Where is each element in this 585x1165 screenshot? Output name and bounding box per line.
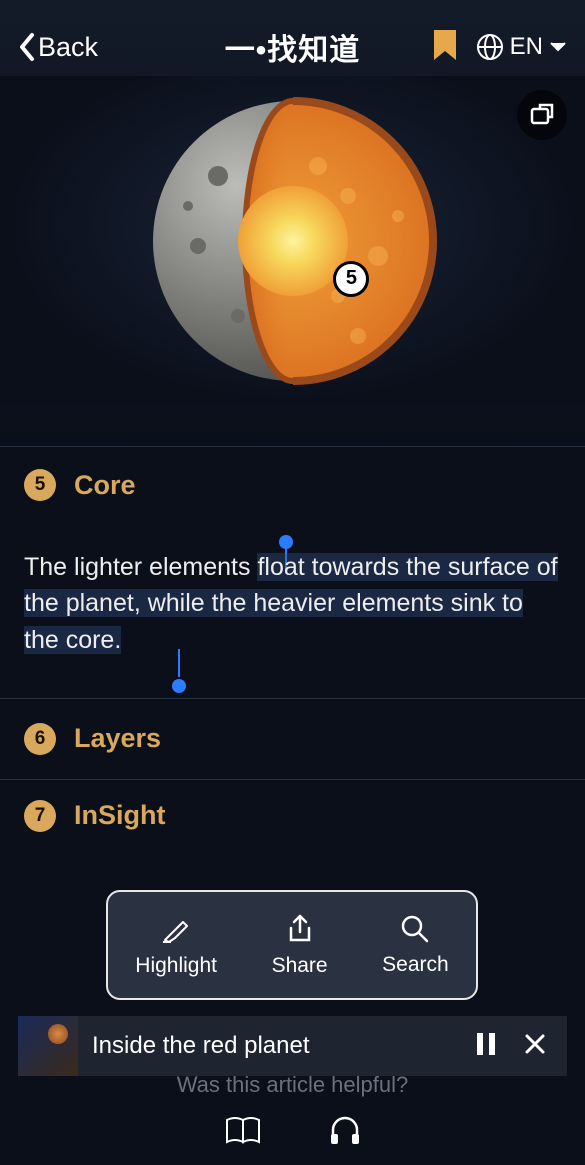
expand-icon: [529, 102, 555, 128]
book-icon: [223, 1114, 263, 1146]
read-mode-button[interactable]: [223, 1114, 263, 1151]
bookmark-icon: [432, 28, 458, 62]
header-actions: EN: [432, 28, 567, 67]
audio-thumbnail: [18, 1016, 78, 1076]
planet-cutaway-illustration: [148, 96, 438, 386]
popup-label: Search: [382, 953, 449, 977]
audio-player-bar[interactable]: Inside the red planet: [18, 1016, 567, 1076]
language-selector[interactable]: EN: [476, 33, 567, 61]
app-title: 一•找知道: [225, 25, 361, 69]
chevron-down-icon: [549, 41, 567, 53]
pause-icon: [475, 1031, 497, 1057]
body-text-pre: The lighter elements: [24, 553, 257, 581]
section-body-text[interactable]: The lighter elements float towards the s…: [24, 549, 561, 658]
section-header[interactable]: 5 Core: [24, 469, 561, 501]
globe-icon: [476, 33, 504, 61]
chevron-left-icon: [18, 32, 36, 62]
popup-label: Highlight: [135, 954, 217, 978]
hero-image: 5: [0, 76, 585, 406]
search-icon: [399, 913, 431, 945]
search-action[interactable]: Search: [382, 913, 449, 977]
selection-caret-end: [178, 649, 180, 677]
section-number-chip: 5: [24, 469, 56, 501]
share-icon: [285, 912, 315, 946]
popup-label: Share: [272, 954, 328, 978]
section-number-chip: 7: [24, 800, 56, 832]
section-header[interactable]: 6 Layers: [24, 723, 561, 755]
headphones-icon: [327, 1114, 363, 1146]
bookmark-button[interactable]: [432, 28, 458, 67]
highlighter-icon: [159, 912, 193, 946]
section-core: 5 Core The lighter elements float toward…: [0, 446, 585, 698]
section-header[interactable]: 7 InSight: [24, 800, 561, 832]
section-layers: 6 Layers: [0, 698, 585, 779]
expand-image-button[interactable]: [517, 90, 567, 140]
back-button[interactable]: Back: [18, 32, 98, 63]
audio-title: Inside the red planet: [92, 1032, 455, 1060]
section-title: Layers: [74, 723, 161, 754]
pause-button[interactable]: [469, 1025, 503, 1068]
back-label: Back: [38, 32, 98, 63]
text-selection-popup: Highlight Share Search: [106, 890, 478, 1000]
image-hotspot-5[interactable]: 5: [333, 261, 369, 297]
hotspot-number: 5: [346, 267, 357, 290]
language-label: EN: [510, 33, 543, 61]
close-audio-button[interactable]: [517, 1026, 553, 1067]
section-number-chip: 6: [24, 723, 56, 755]
selection-handle-end[interactable]: [172, 679, 186, 693]
listen-mode-button[interactable]: [327, 1114, 363, 1151]
bottom-nav: [0, 1099, 585, 1165]
highlight-action[interactable]: Highlight: [135, 912, 217, 978]
header-bar: Back 一•找知道 EN: [0, 0, 585, 76]
close-icon: [523, 1032, 547, 1056]
share-action[interactable]: Share: [272, 912, 328, 978]
section-title: InSight: [74, 800, 165, 831]
section-title: Core: [74, 470, 136, 501]
